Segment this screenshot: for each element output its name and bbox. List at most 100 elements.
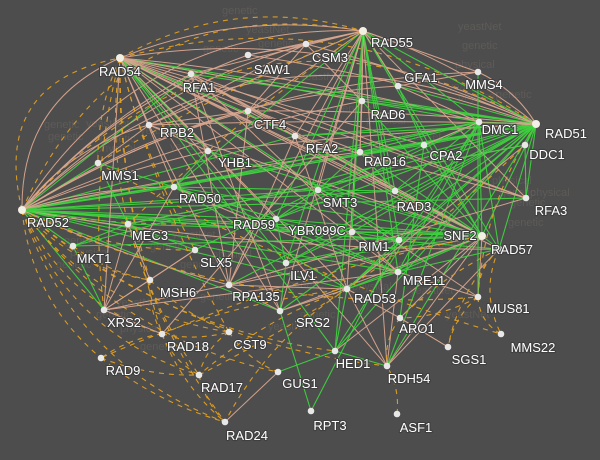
node-srs2[interactable] [276,307,284,315]
edge-physical [190,73,281,312]
edge-coexp [498,123,537,250]
watermark-text: genetic [258,38,294,50]
edge-coexp [173,150,209,188]
node-rim1[interactable] [395,236,403,244]
edge-physical [399,317,449,348]
node-ybr099c[interactable] [348,228,356,236]
node-rpt3[interactable] [307,407,315,415]
node-slx5[interactable] [191,246,199,254]
node-rfa2[interactable] [291,132,299,140]
node-rpa135[interactable] [225,281,233,289]
node-rad51[interactable] [532,120,540,128]
edge-coexp [397,85,537,125]
edge-genetic [119,57,196,251]
edge-coexp [72,123,537,247]
edge-coexp [127,144,526,225]
node-mms22[interactable] [497,330,505,338]
node-rad18[interactable] [158,330,166,338]
edge-physical [190,73,527,199]
edge-physical [397,71,479,87]
edge-coexp [294,121,480,137]
edge-coexp [127,223,196,251]
node-label-ybr099c: YBR099C [288,223,346,238]
edge-coexp [397,121,480,273]
edge-physical [305,43,537,125]
node-asf1[interactable] [393,410,401,418]
node-csm3[interactable] [302,40,310,48]
edge-genetic [100,357,200,376]
node-mkt1[interactable] [69,242,77,250]
node-ddc1[interactable] [521,141,529,149]
node-smt3[interactable] [314,186,322,194]
edge-physical [21,186,175,211]
node-rad24[interactable] [221,418,229,426]
edge-genetic [224,288,348,423]
edge-genetic [114,57,129,225]
node-rad57[interactable] [495,245,503,253]
node-rad17[interactable] [195,371,203,379]
node-dmc1[interactable] [475,118,483,126]
node-cst9[interactable] [225,328,233,336]
edge-layer [15,16,537,423]
edge-physical [247,43,307,112]
node-snf2[interactable] [478,232,486,240]
edge-coexp [394,121,480,192]
node-mus81[interactable] [474,293,482,301]
edge-physical [279,235,483,312]
edge-coexp [361,100,537,125]
node-rad9[interactable] [97,354,105,362]
node-msh6[interactable] [146,276,154,284]
node-saw1[interactable] [244,51,252,59]
node-ilv1[interactable] [282,259,290,267]
edge-physical [148,30,364,126]
watermark-text: genetic [44,119,80,131]
node-layer[interactable] [18,27,540,426]
node-aro1[interactable] [396,314,404,322]
node-hed1[interactable] [331,347,339,355]
node-rfa3[interactable] [522,194,530,202]
edge-coexp [21,209,287,264]
node-gus1[interactable] [274,368,282,376]
edge-physical [477,71,537,125]
node-gfa1[interactable] [394,82,402,90]
node-label-layer: RAD54 RFA1 SAW1 CSM3 RAD55 GFA1 MMS4 RPB2 CTF4 RA… [26,34,588,444]
edge-genetic [386,365,399,415]
node-rad6[interactable] [358,97,366,105]
node-ctf4[interactable] [244,107,252,115]
watermark-text: yeastNet [458,21,501,33]
node-rad52[interactable] [18,206,26,214]
node-rad53[interactable] [343,285,351,293]
node-rad54[interactable] [116,54,124,62]
node-xrs2[interactable] [100,306,108,314]
node-rad16[interactable] [356,148,364,156]
node-rad55[interactable] [359,27,367,35]
edge-coexp [285,235,483,264]
node-rad59[interactable] [272,215,280,223]
edge-coexp [362,30,400,241]
edge-coexp [285,30,364,264]
node-cpa2[interactable] [420,141,428,149]
node-label-cst9: CST9 [233,337,266,352]
node-rad3[interactable] [391,187,399,195]
edge-genetic [21,209,102,359]
node-rad50[interactable] [170,183,178,191]
edge-physical [21,150,209,211]
edge-physical [228,135,296,286]
node-label-mms4: MMS4 [465,77,503,92]
edge-physical [334,235,483,352]
node-rdh54[interactable] [383,362,391,370]
node-mre11[interactable] [394,268,402,276]
node-mms4[interactable] [474,68,482,76]
edge-physical [103,57,121,311]
node-mms1[interactable] [94,159,102,167]
edge-coexp [275,30,364,220]
node-rpb2[interactable] [145,121,153,129]
edge-genetic [198,374,226,423]
edge-genetic [97,57,121,164]
node-sgs1[interactable] [444,343,452,351]
node-yhb1[interactable] [204,147,212,155]
node-rfa1[interactable] [187,70,195,78]
edge-genetic [477,296,502,335]
node-mec3[interactable] [124,220,132,228]
